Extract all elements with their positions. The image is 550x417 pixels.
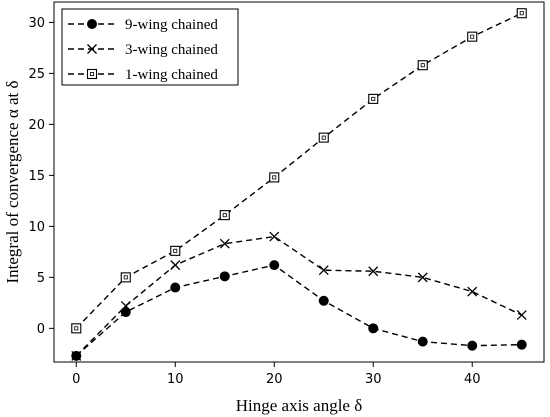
series-line — [75, 12, 523, 329]
data-point-square — [170, 245, 181, 256]
legend-entry: 3-wing chained — [68, 42, 218, 58]
data-point-x — [417, 272, 428, 283]
x-tick-label: 0 — [72, 372, 80, 387]
x-tick-label: 30 — [365, 372, 382, 387]
data-point-square — [86, 68, 98, 80]
data-point-x — [219, 238, 230, 249]
y-tick-label: 30 — [28, 16, 45, 31]
legend-entry: 9-wing chained — [68, 17, 218, 33]
plot-frame — [53, 1, 545, 363]
data-point-x — [87, 44, 97, 54]
data-point-square — [71, 323, 82, 334]
data-point-square — [417, 60, 428, 71]
axis-ticks: 0 10 20 30 40 0 5 10 15 20 25 30 — [28, 16, 480, 387]
legend-label: 3-wing chained — [125, 42, 218, 58]
data-point-circle — [219, 271, 230, 282]
data-point-circle — [368, 323, 379, 334]
x-tick-label: 10 — [167, 372, 184, 387]
data-point-square — [467, 31, 478, 42]
data-point-circle — [417, 336, 428, 347]
data-point-x — [516, 310, 527, 321]
data-point-circle — [516, 339, 527, 350]
data-point-x — [368, 266, 379, 277]
data-point-x — [467, 286, 478, 297]
data-point-x — [170, 260, 181, 271]
data-point-circle — [269, 260, 280, 271]
series-2 — [71, 231, 527, 361]
y-tick-label: 25 — [28, 67, 45, 82]
data-point-circle — [170, 282, 181, 293]
series-line — [75, 264, 522, 357]
y-axis-title: Integral of convergence α at δ — [3, 80, 22, 283]
data-point-x — [120, 300, 131, 311]
y-tick-label: 20 — [28, 118, 45, 133]
data-point-circle — [467, 340, 478, 351]
data-point-x — [318, 265, 329, 276]
data-point-circle — [318, 295, 329, 306]
y-tick-label: 15 — [28, 169, 45, 184]
data-point-square — [269, 172, 280, 183]
series-1 — [71, 260, 527, 361]
data-point-square — [120, 272, 131, 283]
data-point-circle — [87, 19, 97, 29]
data-point-x — [71, 350, 82, 361]
series-3 — [71, 8, 527, 334]
series-layer — [71, 8, 527, 361]
data-point-square — [219, 210, 230, 221]
x-tick-label: 20 — [266, 372, 283, 387]
legend-label: 9-wing chained — [125, 17, 218, 33]
data-point-square — [368, 93, 379, 104]
data-point-square — [318, 132, 329, 143]
data-point-square — [516, 8, 527, 19]
y-tick-label: 0 — [37, 322, 45, 337]
y-tick-label: 10 — [28, 220, 45, 235]
data-point-circle — [120, 307, 131, 318]
data-point-x — [269, 231, 280, 242]
legend-entry: 1-wing chained — [68, 67, 218, 83]
x-axis-title: Hinge axis angle δ — [236, 396, 363, 415]
y-tick-label: 5 — [37, 271, 45, 286]
legend: 9-wing chained 3-wing chained 1-wing chain… — [61, 8, 239, 86]
series-line — [75, 235, 523, 357]
legend-label: 1-wing chained — [125, 67, 218, 83]
x-tick-label: 40 — [464, 372, 481, 387]
